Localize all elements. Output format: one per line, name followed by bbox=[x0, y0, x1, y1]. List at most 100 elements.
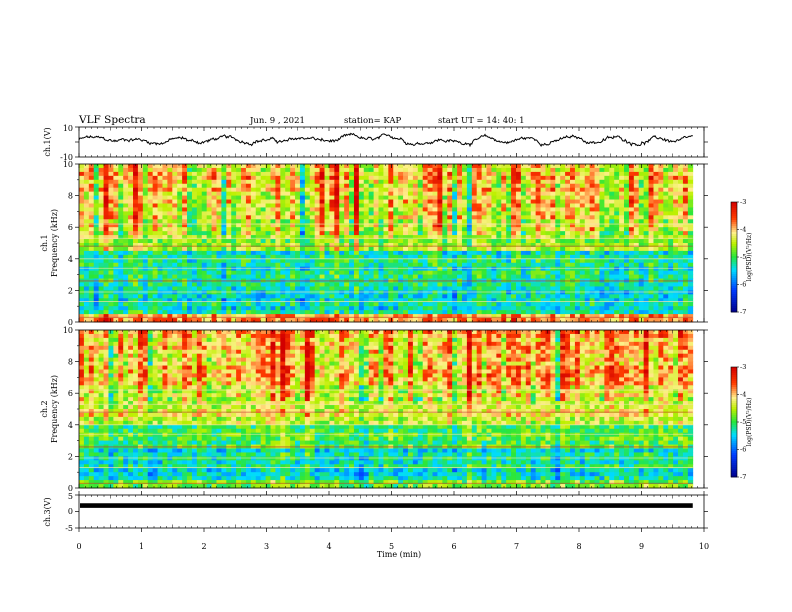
spectrogram-cell bbox=[388, 254, 394, 260]
spectrogram-cell bbox=[162, 246, 168, 252]
spectrogram-cell bbox=[427, 302, 433, 307]
spectrogram-cell bbox=[128, 246, 134, 252]
spectrogram-cell bbox=[368, 250, 374, 256]
spectrogram-cell bbox=[137, 286, 144, 291]
spectrogram-cell bbox=[216, 175, 222, 181]
spectrogram-cell bbox=[452, 235, 458, 240]
spectrogram-cell bbox=[628, 171, 635, 177]
spectrogram-cell bbox=[349, 195, 355, 200]
spectrogram-cell bbox=[545, 246, 551, 252]
spectrogram-cell bbox=[491, 219, 497, 224]
spectrogram-cell bbox=[486, 306, 492, 311]
spectrogram-cell bbox=[653, 164, 659, 169]
spectrogram-cell bbox=[231, 250, 237, 256]
spectrogram-cell bbox=[604, 270, 610, 275]
spectrogram-cell bbox=[270, 298, 276, 303]
spectrogram-cell bbox=[206, 294, 212, 299]
spectrogram-cell bbox=[147, 250, 154, 256]
spectrogram-cell bbox=[162, 310, 168, 315]
spectrogram-cell bbox=[633, 270, 640, 275]
spectrogram-cell bbox=[128, 187, 134, 193]
spectrogram-cell bbox=[550, 195, 556, 200]
spectrogram-cell bbox=[304, 211, 311, 216]
spectrogram-cell bbox=[545, 203, 551, 208]
spectrogram-cell bbox=[206, 231, 212, 236]
spectrogram-cell bbox=[182, 171, 188, 177]
spectrogram-cell bbox=[128, 290, 134, 295]
spectrogram-cell bbox=[353, 298, 360, 303]
spectrogram-cell bbox=[191, 223, 198, 228]
spectrogram-cell bbox=[574, 258, 581, 264]
spectrogram-cell bbox=[358, 262, 365, 268]
spectrogram-cell bbox=[555, 243, 561, 248]
spectrogram-cell bbox=[447, 191, 453, 196]
spectrogram-cell bbox=[128, 298, 134, 303]
spectrogram-cell bbox=[565, 179, 571, 185]
spectrogram-cell bbox=[373, 187, 379, 193]
spectrogram-cell bbox=[221, 294, 227, 299]
spectrogram-cell bbox=[619, 179, 625, 185]
spectrogram-cell bbox=[314, 223, 320, 228]
spectrogram-cell bbox=[447, 223, 453, 228]
spectrogram-cell bbox=[437, 235, 443, 240]
spectrogram-cell bbox=[560, 294, 566, 299]
spectrogram-cell bbox=[506, 183, 512, 189]
spectrogram-cell bbox=[349, 215, 355, 220]
spectrogram-cell bbox=[358, 219, 365, 224]
spectrogram-cell bbox=[403, 227, 409, 232]
spectrogram-cell bbox=[128, 223, 134, 228]
spectrogram-cell bbox=[471, 254, 478, 260]
spectrogram-cell bbox=[226, 191, 232, 196]
spectrogram-cell bbox=[668, 306, 674, 311]
spectrogram-cell bbox=[407, 231, 414, 236]
spectrogram-cell bbox=[353, 294, 360, 299]
spectrogram-cell bbox=[565, 223, 571, 228]
spectrogram-cell bbox=[545, 231, 551, 236]
spectrogram-cell bbox=[668, 195, 674, 200]
spectrogram-cell bbox=[471, 258, 478, 264]
spectrogram-cell bbox=[447, 262, 453, 268]
spectrogram-cell bbox=[574, 203, 581, 208]
spectrogram-cell bbox=[88, 290, 95, 295]
spectrogram-cell bbox=[236, 219, 242, 224]
spectrogram-cell bbox=[673, 179, 679, 185]
spectrogram-cell bbox=[599, 258, 605, 264]
spectrogram-cell bbox=[579, 262, 586, 268]
spectrogram-cell bbox=[295, 266, 301, 272]
spectrogram-cell bbox=[398, 195, 404, 200]
spectrogram-cell bbox=[211, 250, 217, 256]
spectrogram-cell bbox=[614, 207, 620, 212]
spectrogram-cell bbox=[128, 219, 134, 224]
spectrogram-cell bbox=[471, 290, 478, 295]
spectrogram-cell bbox=[653, 250, 659, 256]
spectrogram-cell bbox=[525, 302, 532, 307]
spectrogram-cell bbox=[452, 270, 458, 275]
spectrogram-cell bbox=[447, 258, 453, 264]
spectrogram-cell bbox=[79, 235, 85, 240]
spectrogram-cell bbox=[570, 164, 576, 169]
spectrogram-cell bbox=[324, 195, 330, 200]
spectrogram-cell bbox=[481, 262, 487, 268]
spectrogram-cell bbox=[236, 274, 242, 279]
spectrogram-cell bbox=[432, 270, 438, 275]
spectrogram-cell bbox=[128, 164, 134, 169]
spectrogram-cell bbox=[678, 215, 684, 220]
spectrogram-cell bbox=[609, 290, 615, 295]
spectrogram-cell bbox=[574, 175, 581, 181]
spectrogram-cell bbox=[682, 199, 689, 204]
spectrogram-cell bbox=[511, 250, 517, 256]
spectrogram-cell bbox=[295, 314, 301, 319]
spectrogram-cell bbox=[624, 239, 630, 244]
spectrogram-cell bbox=[432, 262, 438, 268]
spectrogram-cell bbox=[589, 318, 595, 323]
spectrogram-cell bbox=[481, 167, 487, 173]
spectrogram-cell bbox=[545, 310, 551, 315]
spectrogram-cell bbox=[594, 219, 600, 224]
spectrogram-cell bbox=[152, 231, 158, 236]
spectrogram-cell bbox=[393, 298, 399, 303]
spectrogram-cell bbox=[506, 227, 512, 232]
spectrogram-cell bbox=[687, 207, 694, 212]
spectrogram-cell bbox=[123, 199, 129, 204]
spectrogram-cell bbox=[167, 179, 173, 185]
spectrogram-cell bbox=[353, 258, 360, 264]
